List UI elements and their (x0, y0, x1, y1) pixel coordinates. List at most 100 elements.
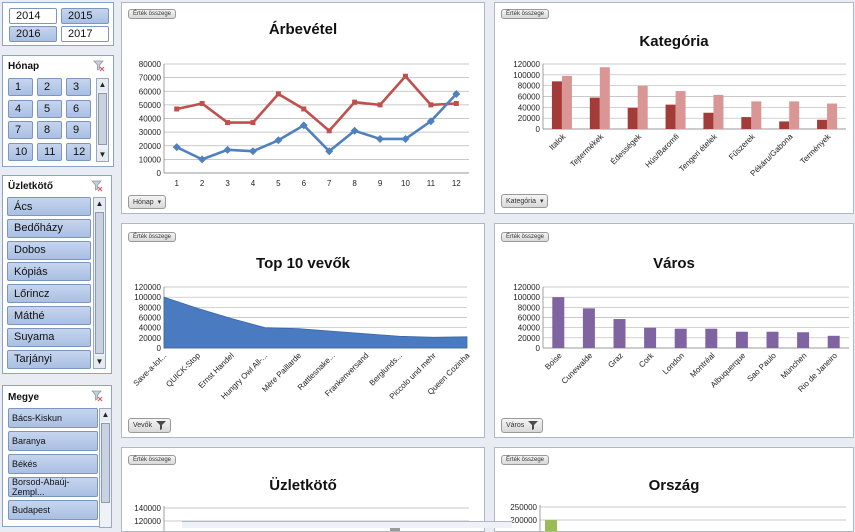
month-10-button[interactable]: 10 (8, 142, 33, 161)
chart-title: Kategória (639, 33, 709, 50)
data-point (326, 128, 332, 134)
clear-filter-icon[interactable] (93, 60, 105, 72)
chart-title: Üzletkötő (269, 477, 337, 494)
data-point (453, 101, 459, 107)
salesperson-item[interactable]: Kópiás (7, 262, 91, 282)
dropdown-label: Kategória (506, 197, 536, 205)
salesperson-item[interactable]: Dobos (7, 240, 91, 260)
month-6-button[interactable]: 6 (66, 99, 91, 118)
county-item[interactable]: Békés (8, 454, 98, 474)
x-tick-label: Sao Paulo (745, 351, 778, 384)
chart-top-customers-panel: Érték összege Top 10 vevők 0 20000 40000 60… (121, 223, 485, 438)
bar (827, 103, 838, 129)
month-scrollbar[interactable]: ▲ ▼ (96, 78, 109, 162)
city-filter-dropdown[interactable]: Város (501, 418, 544, 433)
month-1-button[interactable]: 1 (8, 78, 33, 96)
chart-title: Árbevétel (268, 21, 338, 38)
y-tick-label: 0 (536, 344, 541, 353)
month-8-button[interactable]: 8 (37, 121, 62, 139)
scroll-thumb[interactable] (101, 423, 110, 503)
year-2017-button[interactable]: 2017 (61, 26, 109, 42)
y-tick-label: 60000 (139, 87, 162, 96)
salesperson-scrollbar[interactable]: ▲ ▼ (93, 197, 106, 369)
data-point (402, 73, 408, 79)
x-tick-label: 3 (225, 179, 230, 188)
bar (665, 104, 676, 129)
horizontal-scrollbar[interactable] (182, 521, 512, 528)
data-point (299, 121, 308, 130)
x-tick-label: 7 (327, 179, 332, 188)
scroll-thumb[interactable] (98, 93, 107, 145)
customers-filter-dropdown[interactable]: Vevők (128, 418, 172, 433)
chart-salesperson-panel: Érték összege Üzletkötő 140000 120000 (121, 447, 485, 532)
x-tick-label: Berglunds... (368, 351, 405, 388)
bar (766, 331, 779, 348)
salesperson-item[interactable]: Bedőházy (7, 218, 91, 238)
x-tick-label: 1 (174, 179, 179, 188)
salesperson-item[interactable]: Tarjányi (7, 349, 91, 369)
clear-filter-icon[interactable] (91, 180, 103, 192)
dropdown-label: Város (506, 422, 525, 429)
x-tick-label: 2 (200, 179, 205, 188)
slicer-salesperson: Üzletkötő Ács Bedőházy Dobos Kópiás Lőrincz M… (2, 175, 112, 374)
value-field-button[interactable]: Érték összege (501, 455, 550, 465)
category-axis-dropdown[interactable]: Kategória ▾ (501, 194, 549, 208)
scroll-up-icon[interactable]: ▲ (97, 79, 108, 91)
month-5-button[interactable]: 5 (37, 99, 62, 118)
month-2-button[interactable]: 2 (37, 78, 62, 96)
chart-revenue-panel: Érték összege Árbevétel 0 10000 20000 30000… (121, 2, 485, 214)
year-2015-button[interactable]: 2015 (61, 8, 109, 24)
year-2016-button[interactable]: 2016 (9, 26, 57, 42)
y-tick-label: 80000 (518, 303, 541, 312)
year-2014-button[interactable]: 2014 (9, 8, 57, 24)
y-tick-label: 100000 (513, 293, 540, 302)
bar (713, 94, 724, 129)
month-7-button[interactable]: 7 (8, 121, 33, 139)
month-4-button[interactable]: 4 (8, 99, 33, 118)
data-point (172, 143, 181, 152)
chart-title: Ország (648, 477, 700, 494)
bar (589, 97, 600, 129)
x-tick-label: 4 (251, 179, 256, 188)
x-tick-label: Italok (547, 131, 568, 152)
county-item[interactable]: Bács-Kiskun (8, 408, 98, 428)
value-field-button[interactable]: Érték összege (128, 9, 177, 19)
x-tick-label: Boise (543, 351, 564, 372)
slicer-county: Megye Bács-Kiskun Baranya Békés Borsod-Abaú… (2, 385, 112, 528)
clear-filter-icon[interactable] (91, 390, 103, 402)
salesperson-item[interactable]: Ács (7, 197, 91, 216)
scroll-up-icon[interactable]: ▲ (94, 198, 105, 210)
y-tick-label: 10000 (139, 155, 162, 164)
month-3-button[interactable]: 3 (66, 78, 91, 96)
county-item[interactable]: Baranya (8, 431, 98, 451)
month-12-button[interactable]: 12 (66, 142, 91, 161)
scroll-up-icon[interactable]: ▲ (100, 409, 111, 421)
data-point (199, 101, 205, 107)
month-axis-dropdown[interactable]: Hónap ▾ (128, 195, 167, 209)
county-item[interactable]: Borsod-Abaúj-Zempl... (8, 477, 98, 497)
chart-country-panel: Érték összege Ország 250000 200000 (494, 447, 854, 532)
value-field-button[interactable]: Érték összege (501, 232, 550, 242)
salesperson-item[interactable]: Lőrincz (7, 284, 91, 304)
salesperson-item[interactable]: Máthé (7, 306, 91, 325)
value-field-button[interactable]: Érték összege (128, 232, 177, 242)
month-9-button[interactable]: 9 (66, 121, 91, 139)
salesperson-item[interactable]: Suyama (7, 327, 91, 347)
scroll-down-icon[interactable]: ▼ (97, 149, 108, 161)
scroll-down-icon[interactable]: ▼ (94, 356, 105, 368)
data-point (250, 120, 256, 126)
bar (741, 117, 752, 129)
county-scrollbar[interactable]: ▲ (99, 408, 112, 528)
bar (735, 331, 748, 348)
county-item[interactable]: Budapest (8, 500, 98, 520)
month-11-button[interactable]: 11 (37, 142, 62, 161)
data-point (426, 117, 435, 126)
bar (582, 308, 595, 348)
data-point (301, 106, 307, 112)
y-tick-label: 120000 (513, 283, 540, 292)
value-field-button[interactable]: Érték összege (128, 455, 177, 465)
data-point (225, 120, 231, 126)
scroll-thumb[interactable] (95, 212, 104, 354)
value-field-button[interactable]: Érték összege (501, 9, 550, 19)
